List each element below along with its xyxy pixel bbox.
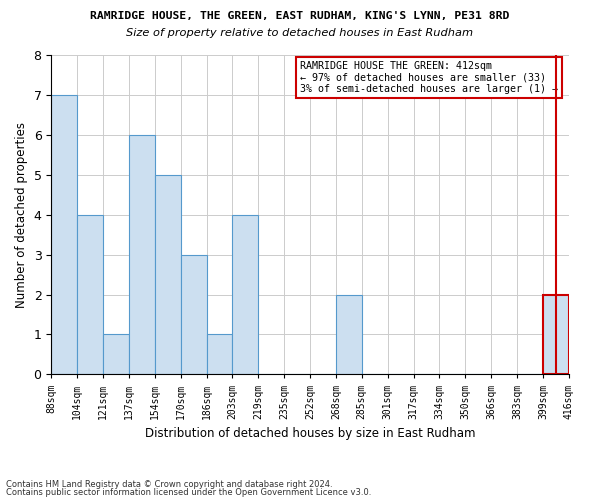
X-axis label: Distribution of detached houses by size in East Rudham: Distribution of detached houses by size … [145, 427, 475, 440]
Text: RAMRIDGE HOUSE, THE GREEN, EAST RUDHAM, KING'S LYNN, PE31 8RD: RAMRIDGE HOUSE, THE GREEN, EAST RUDHAM, … [91, 12, 509, 22]
Bar [206, 334, 232, 374]
Bar [155, 175, 181, 374]
Bar [181, 254, 206, 374]
Bar [51, 95, 77, 374]
Bar [77, 214, 103, 374]
Bar [129, 135, 155, 374]
Bar [232, 214, 258, 374]
Bar [543, 294, 569, 374]
Bar [336, 294, 362, 374]
Text: RAMRIDGE HOUSE THE GREEN: 412sqm
← 97% of detached houses are smaller (33)
3% of: RAMRIDGE HOUSE THE GREEN: 412sqm ← 97% o… [299, 61, 557, 94]
Text: Contains public sector information licensed under the Open Government Licence v3: Contains public sector information licen… [6, 488, 371, 497]
Text: Size of property relative to detached houses in East Rudham: Size of property relative to detached ho… [127, 28, 473, 38]
Y-axis label: Number of detached properties: Number of detached properties [15, 122, 28, 308]
Bar [103, 334, 129, 374]
Text: Contains HM Land Registry data © Crown copyright and database right 2024.: Contains HM Land Registry data © Crown c… [6, 480, 332, 489]
